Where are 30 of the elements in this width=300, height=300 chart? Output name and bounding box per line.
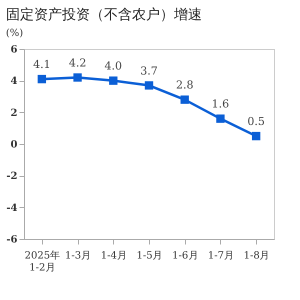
y-tick-label: 0 — [10, 140, 18, 150]
text: 2.8 — [176, 78, 194, 92]
text: 4.1 — [33, 58, 51, 72]
text: 4.0 — [104, 60, 122, 73]
point — [109, 76, 118, 85]
y-tick-label: -4 — [6, 202, 18, 214]
x-tick-label: 1-4月 — [100, 250, 127, 262]
x-tick-label: 1-7月 — [208, 250, 234, 262]
chart-title: 固定资产投资（不含农户）增速 — [6, 7, 202, 23]
text: 1.6 — [212, 98, 230, 111]
text: 3.7 — [140, 64, 158, 78]
y-tick-label: -2 — [6, 171, 18, 182]
point — [180, 95, 189, 104]
x-tick-label: 2025年 1-2月 — [24, 250, 60, 274]
point — [38, 74, 46, 84]
point — [144, 81, 154, 90]
y-tick-label: 4 — [10, 76, 18, 88]
text: 4.2 — [68, 56, 86, 70]
point — [252, 132, 260, 140]
point — [73, 73, 82, 82]
x-tick-label: 1-3月 — [65, 250, 92, 262]
x-tick-label: 1-6月 — [172, 250, 198, 262]
y-tick-label: 6 — [10, 44, 18, 56]
point — [216, 114, 225, 123]
text: 0.5 — [247, 115, 265, 128]
y-tick-label: -6 — [6, 234, 18, 246]
x-tick-label: 1-8月 — [244, 250, 270, 262]
y-tick-label: 2 — [10, 108, 18, 119]
y-axis-title: (%) — [6, 28, 24, 39]
x-tick-label: 1-5月 — [136, 250, 163, 262]
